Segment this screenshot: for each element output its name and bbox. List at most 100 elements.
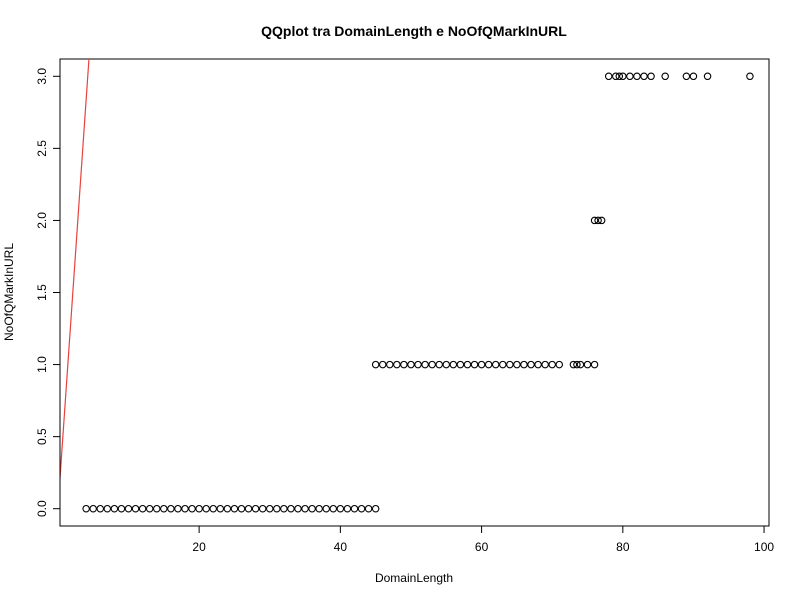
data-point (612, 72, 620, 81)
y-tick-label: 2.5 (35, 140, 49, 157)
data-point (541, 360, 549, 369)
data-point (350, 504, 359, 513)
y-tick-label: 1.0 (35, 356, 49, 373)
data-point (647, 72, 655, 81)
data-point (576, 360, 585, 369)
data-point (435, 360, 443, 369)
chart-title: QQplot tra DomainLength e NoOfQMarkInURL (261, 23, 567, 39)
x-tick-label: 20 (192, 540, 206, 554)
data-point (594, 216, 602, 225)
data-point (273, 504, 281, 513)
data-point (223, 504, 232, 513)
y-tick-label: 0.5 (35, 428, 49, 445)
x-tick-label: 80 (616, 540, 630, 554)
data-point (626, 72, 634, 81)
y-tick-label: 3.0 (35, 68, 49, 85)
data-point (160, 504, 168, 513)
data-point (386, 360, 394, 369)
data-point (633, 72, 641, 81)
data-point (131, 504, 140, 513)
data-point (188, 504, 196, 513)
y-axis: 0.0 0.5 1.0 1.5 2.0 2.5 3.0 (35, 68, 61, 517)
data-point (202, 504, 210, 513)
data-point (491, 360, 500, 369)
reference-line-layer (60, 59, 90, 487)
data-point (237, 504, 246, 513)
data-point (442, 360, 451, 369)
data-point (527, 360, 535, 369)
data-point (682, 72, 691, 81)
reference-line (60, 59, 90, 487)
y-tick-label: 1.5 (35, 284, 49, 301)
data-point (110, 504, 119, 513)
data-point (280, 504, 288, 513)
data-point (258, 504, 267, 513)
data-point (265, 504, 274, 513)
data-point (520, 360, 528, 369)
data-point (124, 504, 133, 513)
x-axis: 20 40 60 80 100 (192, 525, 774, 554)
x-tick-label: 100 (754, 540, 774, 554)
data-point (470, 360, 479, 369)
data-point (195, 504, 203, 513)
data-point (555, 360, 564, 369)
y-tick-label: 2.0 (35, 212, 49, 229)
data-point (449, 360, 458, 369)
data-point (597, 216, 606, 225)
data-point (357, 504, 366, 513)
data-point (167, 504, 175, 513)
data-point (484, 360, 493, 369)
data-point (138, 504, 147, 513)
data-point (428, 360, 436, 369)
y-axis-label: NoOfQMarkInURL (2, 243, 16, 341)
data-point (506, 360, 514, 369)
data-point (209, 504, 217, 513)
data-point (590, 216, 599, 225)
data-point (407, 360, 415, 369)
data-point (181, 504, 189, 513)
data-point (371, 360, 380, 369)
data-point (301, 504, 309, 513)
data-point (230, 504, 239, 513)
data-point (216, 504, 225, 513)
data-point (174, 504, 182, 513)
data-point (96, 504, 105, 513)
data-point (400, 360, 408, 369)
data-point (82, 504, 90, 513)
data-point (661, 72, 669, 81)
data-point (604, 72, 613, 81)
y-tick-label: 0.0 (35, 500, 49, 517)
data-point (152, 504, 161, 513)
data-point (371, 504, 380, 513)
data-point (583, 360, 592, 369)
data-point (619, 72, 627, 81)
data-point (513, 360, 521, 369)
data-point (477, 360, 486, 369)
data-point (287, 504, 295, 513)
data-point (414, 360, 422, 369)
data-point (393, 360, 401, 369)
data-point (590, 360, 599, 369)
data-point (615, 72, 624, 81)
data-point (499, 360, 507, 369)
x-tick-label: 40 (334, 540, 348, 554)
data-point (703, 72, 712, 81)
plot-frame (59, 58, 770, 527)
data-point (89, 504, 97, 513)
data-point (294, 504, 302, 513)
data-point (308, 504, 316, 513)
data-point (548, 360, 556, 369)
data-point (746, 72, 754, 81)
data-point (251, 504, 260, 513)
data-point (103, 504, 112, 513)
data-point (569, 360, 578, 369)
data-point (315, 504, 323, 513)
data-point (456, 360, 465, 369)
data-point (640, 72, 648, 81)
data-point (244, 504, 253, 513)
data-point (145, 504, 154, 513)
data-point (117, 504, 126, 513)
points-layer (82, 72, 754, 513)
data-point (463, 360, 472, 369)
